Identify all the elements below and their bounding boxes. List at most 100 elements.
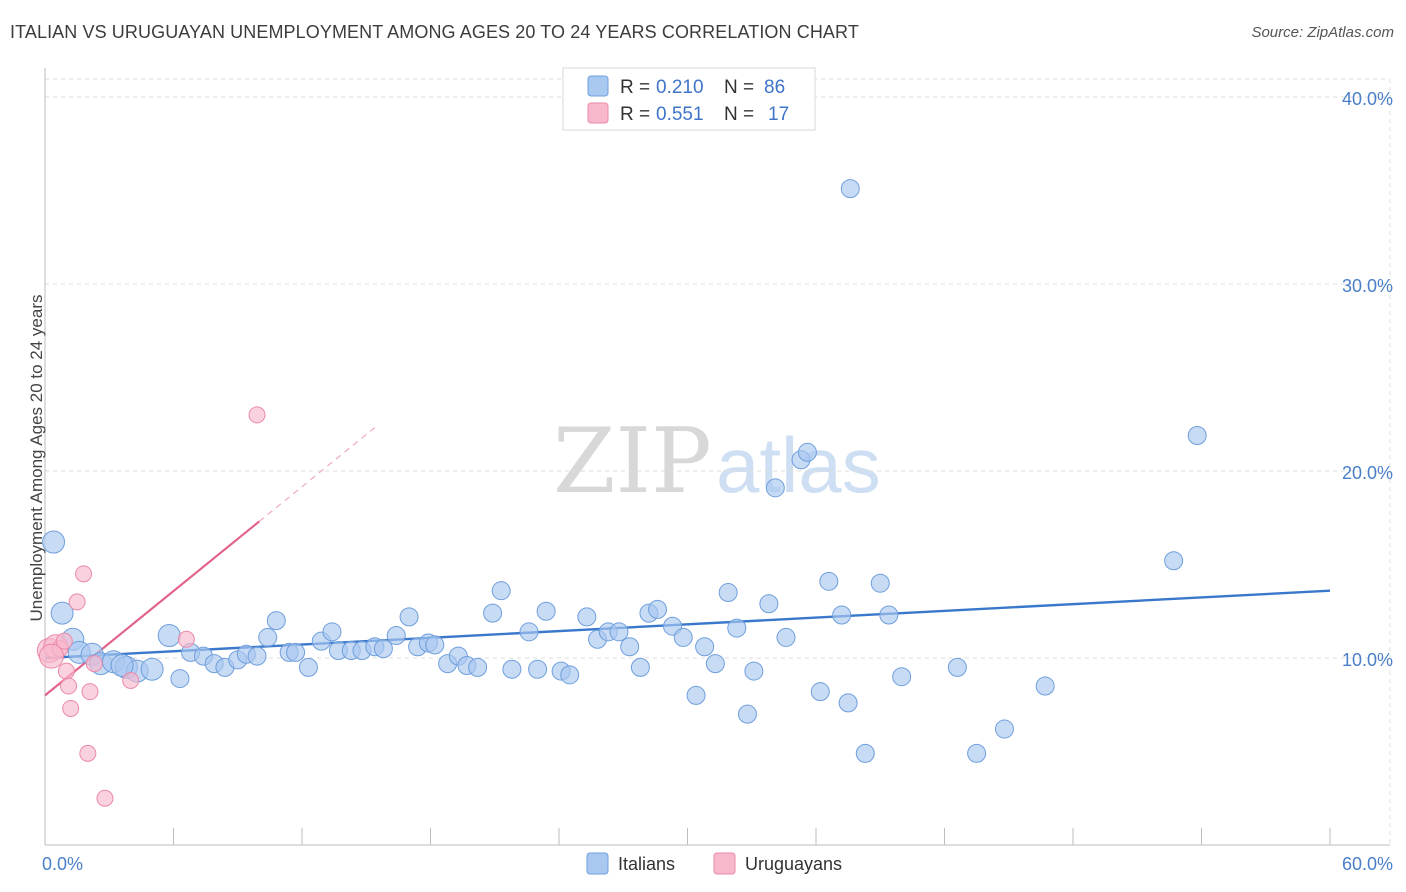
- italians-point-47: [560, 665, 580, 685]
- italians-point-67: [776, 627, 796, 647]
- x-tick-label-min: 0.0%: [42, 854, 83, 874]
- italians-point-73: [840, 179, 860, 199]
- y-tick-label-3: 40.0%: [1342, 89, 1393, 109]
- italians-point-77: [879, 605, 899, 625]
- uruguayans-point-6: [62, 699, 80, 717]
- y-axis-label: Unemployment Among Ages 20 to 24 years: [27, 295, 46, 622]
- italians-point-71: [819, 571, 839, 591]
- italians-point-9: [140, 657, 164, 681]
- italians-point-43: [519, 622, 539, 642]
- italians-point-55: [648, 599, 668, 619]
- italians-point-64: [744, 661, 764, 681]
- x-tick-label-max: 60.0%: [1342, 854, 1393, 874]
- uruguayans-point-4: [57, 662, 75, 680]
- trend-lines: [44, 425, 1331, 697]
- legend-n-value-italians: 86: [764, 77, 785, 98]
- italians-point-78: [892, 667, 912, 687]
- italians-point-20: [266, 611, 286, 631]
- italians-point-80: [967, 743, 987, 763]
- uruguayans-point-10: [81, 683, 99, 701]
- y-tick-labels: 10.0% 20.0% 30.0% 40.0%: [1342, 89, 1393, 670]
- italians-point-35: [425, 635, 445, 655]
- uruguayans-point-9: [79, 744, 97, 762]
- italians-point-63: [737, 704, 757, 724]
- italians-point-44: [528, 659, 548, 679]
- italians-point-10: [157, 624, 181, 648]
- italians-point-18: [247, 646, 267, 666]
- italians-point-66: [765, 478, 785, 498]
- legend-r-label-uruguayans: R =: [620, 104, 650, 125]
- italians-point-59: [695, 637, 715, 657]
- legend-n-value-uruguayans: 17: [768, 104, 789, 125]
- italians-point-41: [491, 581, 511, 601]
- series-italians: [42, 179, 1207, 763]
- chart-source: Source: ZipAtlas.com: [1251, 24, 1394, 41]
- trend-italians: [44, 589, 1331, 660]
- legend-swatch-uruguayans: [587, 102, 609, 124]
- italians-point-81: [994, 719, 1014, 739]
- bottom-legend: Italians Uruguayans: [586, 852, 842, 875]
- bottom-legend-label-uruguayans: Uruguayans: [745, 854, 842, 874]
- italians-point-19: [258, 627, 278, 647]
- italians-point-1: [50, 601, 74, 625]
- y-tick-label-0: 10.0%: [1342, 650, 1393, 670]
- uruguayans-point-12: [96, 789, 114, 807]
- italians-point-32: [399, 607, 419, 627]
- italians-point-65: [759, 594, 779, 614]
- uruguayans-point-3: [55, 632, 73, 650]
- italians-point-51: [609, 622, 629, 642]
- italians-point-23: [298, 657, 318, 677]
- x-tick-labels: 0.0% 60.0%: [42, 854, 1393, 874]
- legend-r-label-italians: R =: [620, 77, 650, 98]
- italians-point-0: [42, 530, 66, 554]
- italians-point-30: [373, 639, 393, 659]
- italians-point-61: [718, 583, 738, 603]
- italians-point-60: [705, 654, 725, 674]
- uruguayans-point-8: [75, 565, 93, 583]
- italians-point-22: [286, 642, 306, 662]
- uruguayans-point-15: [248, 406, 266, 424]
- italians-point-48: [577, 607, 597, 627]
- italians-point-69: [797, 442, 817, 462]
- italians-point-52: [620, 637, 640, 657]
- legend-n-label-uruguayans: N =: [724, 104, 754, 125]
- legend-n-label-italians: N =: [724, 77, 754, 98]
- legend-swatch-italians: [587, 75, 609, 97]
- italians-point-82: [1035, 676, 1055, 696]
- bottom-legend-label-italians: Italians: [618, 854, 675, 874]
- italians-point-53: [630, 657, 650, 677]
- italians-point-42: [502, 659, 522, 679]
- uruguayans-point-7: [68, 593, 86, 611]
- uruguayans-point-13: [122, 671, 140, 689]
- series-uruguayans: [36, 406, 266, 807]
- legend-r-value-uruguayans: 0.551: [656, 104, 704, 125]
- uruguayans-point-14: [177, 630, 195, 648]
- y-tick-label-1: 20.0%: [1342, 463, 1393, 483]
- italians-point-79: [947, 657, 967, 677]
- legend-r-value-italians: 0.210: [656, 77, 704, 98]
- trend-uruguayans: [44, 520, 260, 697]
- italians-point-25: [322, 622, 342, 642]
- italians-point-72: [832, 605, 852, 625]
- italians-point-75: [855, 743, 875, 763]
- uruguayans-point-16: [38, 643, 64, 669]
- italians-point-76: [870, 573, 890, 593]
- legend: R = 0.210 N = 86 R = 0.551 N = 17: [562, 67, 816, 131]
- y-tick-label-2: 30.0%: [1342, 276, 1393, 296]
- uruguayans-point-5: [60, 677, 78, 695]
- chart-title: ITALIAN VS URUGUAYAN UNEMPLOYMENT AMONG …: [10, 22, 859, 42]
- italians-point-45: [536, 601, 556, 621]
- italians-point-39: [468, 657, 488, 677]
- italians-point-74: [838, 693, 858, 713]
- italians-point-70: [810, 682, 830, 702]
- uruguayans-point-11: [85, 655, 103, 673]
- italians-point-40: [483, 603, 503, 623]
- italians-point-62: [727, 618, 747, 638]
- italians-point-84: [1187, 425, 1207, 445]
- watermark-zip: ZIP: [553, 409, 712, 514]
- italians-point-85: [110, 653, 134, 677]
- italians-point-83: [1164, 551, 1184, 571]
- trend-uruguayans-extension: [258, 425, 378, 522]
- italians-point-11: [170, 669, 190, 689]
